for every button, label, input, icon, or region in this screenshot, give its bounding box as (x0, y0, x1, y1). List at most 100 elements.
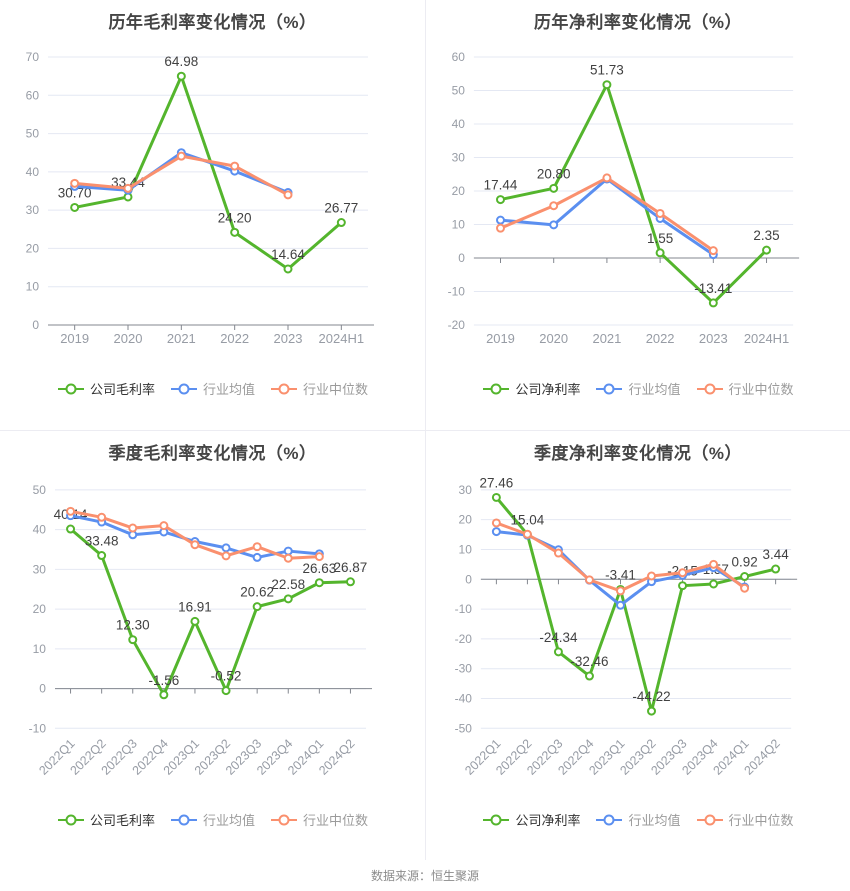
legend-icon-ring (704, 383, 715, 394)
data-point-marker[interactable] (230, 227, 240, 237)
data-point-marker[interactable] (762, 245, 772, 255)
data-point-marker[interactable] (709, 579, 719, 589)
data-point-marker[interactable] (221, 551, 231, 561)
data-point-marker[interactable] (128, 635, 138, 645)
legend-item-行业中位数[interactable]: 行业中位数 (696, 810, 794, 829)
data-point-marker[interactable] (491, 527, 501, 537)
data-point-marker[interactable] (283, 264, 293, 274)
legend-item-行业均值[interactable]: 行业均值 (170, 379, 255, 398)
data-point-marker[interactable] (602, 80, 612, 90)
data-point-marker[interactable] (647, 706, 657, 716)
data-point-marker[interactable] (283, 594, 293, 604)
y-tick-label: 50 (26, 127, 40, 141)
data-point-marker[interactable] (522, 529, 532, 539)
legend-item-行业均值[interactable]: 行业均值 (595, 810, 681, 829)
legend-item-行业中位数[interactable]: 行业中位数 (696, 379, 794, 398)
data-label: 20.62 (240, 585, 274, 600)
data-point-marker[interactable] (97, 512, 107, 522)
data-point-marker[interactable] (283, 553, 293, 563)
data-point-marker[interactable] (491, 492, 501, 502)
line-series-legend-icon (170, 814, 197, 825)
data-point-marker[interactable] (252, 542, 262, 552)
legend-icon-ring (278, 383, 290, 394)
data-point-marker[interactable] (496, 215, 505, 225)
data-point-marker[interactable] (221, 686, 231, 696)
data-point-marker[interactable] (66, 506, 76, 516)
data-point-marker[interactable] (70, 202, 80, 212)
data-point-marker[interactable] (496, 223, 505, 233)
data-point-marker[interactable] (283, 190, 293, 200)
data-point-marker[interactable] (655, 248, 665, 258)
data-point-marker[interactable] (345, 577, 355, 587)
data-point-marker[interactable] (176, 151, 186, 161)
data-point-marker[interactable] (584, 671, 594, 681)
x-tick-label: 2024H1 (319, 331, 365, 346)
legend-icon-ring (65, 383, 77, 394)
data-point-marker[interactable] (771, 564, 781, 574)
data-point-marker[interactable] (709, 559, 719, 569)
data-point-marker[interactable] (708, 246, 718, 256)
legend: 公司毛利率 行业均值 行业中位数 (0, 379, 425, 398)
data-point-marker[interactable] (584, 575, 594, 585)
data-point-marker[interactable] (549, 183, 559, 193)
data-point-marker[interactable] (655, 208, 665, 218)
data-point-marker[interactable] (553, 647, 563, 657)
data-point-marker[interactable] (616, 586, 625, 596)
data-point-marker[interactable] (602, 173, 612, 183)
data-point-marker[interactable] (336, 218, 346, 228)
legend-item-行业中位数[interactable]: 行业中位数 (270, 379, 368, 398)
y-tick-label: 0 (465, 572, 472, 586)
data-point-marker[interactable] (740, 583, 750, 593)
legend-icon-ring (603, 814, 615, 825)
legend-item-公司净利率[interactable]: 公司净利率 (482, 810, 580, 829)
y-tick-label: -40 (455, 691, 473, 705)
legend-item-行业均值[interactable]: 行业均值 (595, 379, 681, 398)
data-point-marker[interactable] (159, 521, 169, 531)
data-point-marker[interactable] (678, 568, 688, 578)
legend-label: 行业中位数 (303, 382, 369, 397)
data-point-marker[interactable] (190, 616, 200, 626)
data-point-marker[interactable] (740, 572, 750, 582)
legend-item-公司毛利率[interactable]: 公司毛利率 (57, 810, 155, 829)
quarterly-gross-margin-chart-canvas: -10010203040502022Q12022Q22022Q32022Q420… (29, 483, 372, 778)
line-series-legend-icon (170, 383, 197, 394)
data-label: 0.92 (732, 555, 758, 570)
data-point-marker[interactable] (616, 600, 625, 610)
legend-label: 行业中位数 (303, 813, 369, 828)
data-point-marker[interactable] (314, 578, 324, 588)
data-point-marker[interactable] (496, 195, 505, 205)
data-point-marker[interactable] (66, 524, 76, 534)
data-point-marker[interactable] (678, 581, 688, 591)
chart-title: 季度毛利率变化情况（%） (108, 444, 317, 463)
data-point-marker[interactable] (252, 552, 262, 562)
legend-item-行业均值[interactable]: 行业均值 (170, 810, 255, 829)
data-point-marker[interactable] (708, 298, 718, 308)
data-point-marker[interactable] (252, 602, 262, 612)
data-point-marker[interactable] (491, 518, 501, 528)
legend-item-公司毛利率[interactable]: 公司毛利率 (57, 379, 155, 398)
annual-net-margin-chart-panel: 历年净利率变化情况（%） -20 -10 0 10 20 30 40 50 60 2019 2020… (426, 0, 850, 430)
y-tick-label: 0 (458, 251, 465, 265)
data-point-marker[interactable] (221, 543, 231, 553)
data-point-marker[interactable] (283, 546, 293, 556)
data-point-marker[interactable] (553, 548, 563, 558)
legend-item-行业中位数[interactable]: 行业中位数 (270, 810, 368, 829)
data-point-marker[interactable] (647, 571, 657, 581)
quarterly-net-margin-chart-canvas: -50-40-30-20-1001020302022Q12022Q22022Q3… (455, 475, 798, 778)
data-point-marker[interactable] (97, 551, 107, 561)
data-point-marker[interactable] (549, 220, 559, 230)
data-label: 26.63 (302, 561, 336, 576)
data-point-marker[interactable] (176, 71, 186, 81)
data-point-marker[interactable] (159, 690, 169, 700)
data-point-marker[interactable] (549, 201, 559, 211)
data-point-marker[interactable] (314, 552, 324, 562)
data-point-marker[interactable] (190, 540, 200, 550)
legend-label: 公司净利率 (515, 382, 581, 397)
legend-label: 公司净利率 (515, 813, 581, 828)
data-point-marker[interactable] (128, 523, 138, 533)
data-point-marker[interactable] (123, 183, 133, 193)
data-point-marker[interactable] (70, 178, 80, 188)
data-point-marker[interactable] (230, 161, 240, 171)
legend-item-公司净利率[interactable]: 公司净利率 (482, 379, 580, 398)
y-tick-label: 20 (452, 184, 466, 198)
